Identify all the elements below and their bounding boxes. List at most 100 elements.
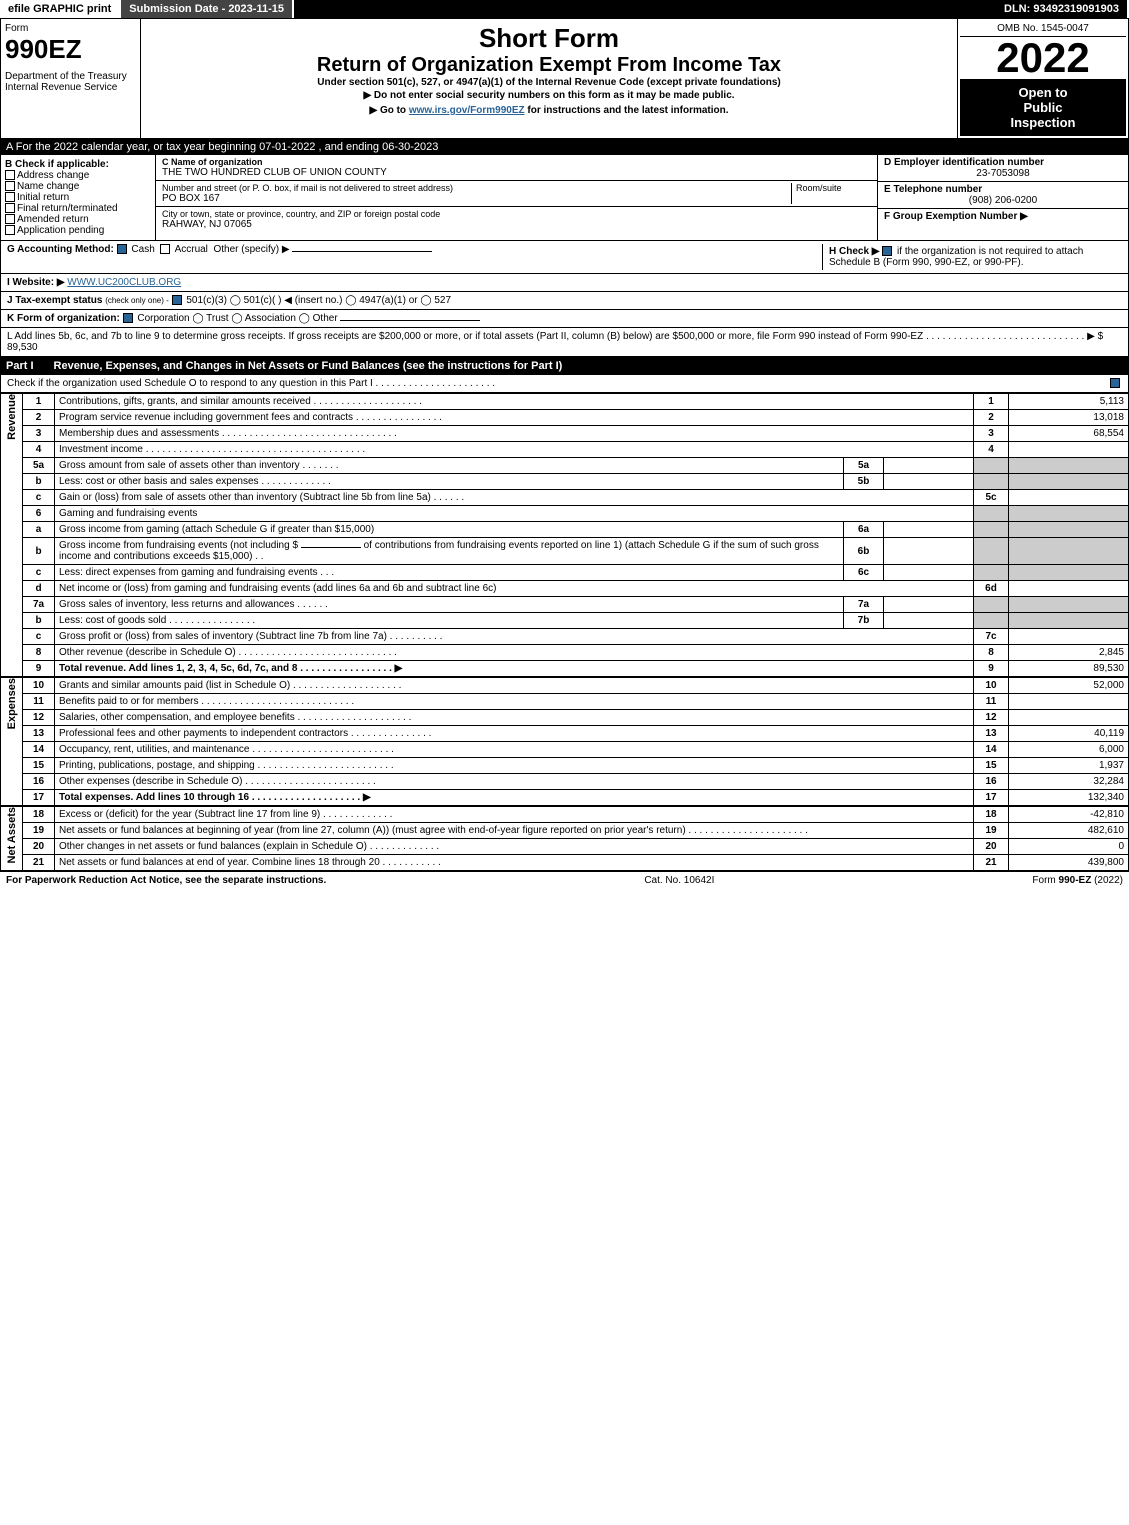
line-7b: bLess: cost of goods sold . . . . . . . … [23, 613, 1129, 629]
column-b: B Check if applicable: Address change Na… [1, 155, 156, 240]
schedule-o-checkbox[interactable] [1110, 378, 1120, 388]
expenses-label: Expenses [0, 677, 22, 806]
line-6a: aGross income from gaming (attach Schedu… [23, 522, 1129, 538]
line-6d: dNet income or (loss) from gaming and fu… [23, 581, 1129, 597]
line-2: 2Program service revenue including gover… [23, 410, 1129, 426]
other-method-input[interactable] [292, 251, 432, 252]
l-text: L Add lines 5b, 6c, and 7b to line 9 to … [7, 331, 1103, 342]
netassets-table: 18Excess or (deficit) for the year (Subt… [22, 806, 1129, 871]
line-9: 9Total revenue. Add lines 1, 2, 3, 4, 5c… [23, 661, 1129, 677]
phone-value: (908) 206-0200 [884, 195, 1122, 206]
part-1-label: Part I [6, 360, 34, 372]
cash-checkbox[interactable] [117, 244, 127, 254]
line-17: 17Total expenses. Add lines 10 through 1… [23, 790, 1129, 806]
line-19: 19Net assets or fund balances at beginni… [23, 823, 1129, 839]
revenue-section: Revenue 1Contributions, gifts, grants, a… [0, 393, 1129, 677]
footer-left: For Paperwork Reduction Act Notice, see … [6, 875, 326, 886]
j-sub: (check only one) - [105, 296, 169, 305]
open-to-public: Open to Public Inspection [960, 79, 1126, 136]
main-info-block: B Check if applicable: Address change Na… [0, 155, 1129, 241]
netassets-label: Net Assets [0, 806, 22, 871]
h-checkbox[interactable] [882, 246, 892, 256]
line-12: 12Salaries, other compensation, and empl… [23, 710, 1129, 726]
footer-mid: Cat. No. 10642I [644, 875, 714, 886]
subtitle: Under section 501(c), 527, or 4947(a)(1)… [145, 77, 953, 88]
check-pending[interactable]: Application pending [5, 225, 151, 236]
group-row: F Group Exemption Number ▶ [878, 209, 1128, 224]
year-block: OMB No. 1545-0047 2022 Open to Public In… [958, 19, 1128, 138]
line-7a: 7aGross sales of inventory, less returns… [23, 597, 1129, 613]
tax-year: 2022 [960, 37, 1126, 79]
line-18: 18Excess or (deficit) for the year (Subt… [23, 807, 1129, 823]
city-label: City or town, state or province, country… [162, 209, 871, 219]
line-11: 11Benefits paid to or for members . . . … [23, 694, 1129, 710]
efile-label[interactable]: efile GRAPHIC print [0, 0, 121, 18]
phone-row: E Telephone number (908) 206-0200 [878, 182, 1128, 209]
footer-right: Form 990-EZ (2022) [1032, 875, 1123, 886]
expenses-table: 10Grants and similar amounts paid (list … [22, 677, 1129, 806]
line-15: 15Printing, publications, postage, and s… [23, 758, 1129, 774]
form-id-block: Form 990EZ Department of the Treasury In… [1, 19, 141, 138]
accrual-checkbox[interactable] [160, 244, 170, 254]
line-21: 21Net assets or fund balances at end of … [23, 855, 1129, 871]
k-opts: Corporation ◯ Trust ◯ Association ◯ Othe… [137, 313, 337, 324]
line-5a: 5aGross amount from sale of assets other… [23, 458, 1129, 474]
check-amended[interactable]: Amended return [5, 214, 151, 225]
org-name-row: C Name of organization THE TWO HUNDRED C… [156, 155, 877, 181]
ein-value: 23-7053098 [884, 168, 1122, 179]
line-8: 8Other revenue (describe in Schedule O) … [23, 645, 1129, 661]
row-i: I Website: ▶ WWW.UC200CLUB.ORG [0, 274, 1129, 292]
line-6c: cLess: direct expenses from gaming and f… [23, 565, 1129, 581]
return-title: Return of Organization Exempt From Incom… [145, 54, 953, 77]
revenue-table: 1Contributions, gifts, grants, and simil… [22, 393, 1129, 677]
line-6: 6Gaming and fundraising events [23, 506, 1129, 522]
expenses-section: Expenses 10Grants and similar amounts pa… [0, 677, 1129, 806]
open-line-2: Public [966, 100, 1120, 115]
ein-row: D Employer identification number 23-7053… [878, 155, 1128, 182]
dept-label: Department of the Treasury [5, 71, 136, 82]
check-address[interactable]: Address change [5, 170, 151, 181]
form-header: Form 990EZ Department of the Treasury In… [0, 18, 1129, 139]
row-l: L Add lines 5b, 6c, and 7b to line 9 to … [0, 328, 1129, 357]
check-initial[interactable]: Initial return [5, 192, 151, 203]
instruction-2: ▶ Go to www.irs.gov/Form990EZ for instru… [145, 103, 953, 118]
section-a: A For the 2022 calendar year, or tax yea… [0, 139, 1129, 155]
501c3-checkbox[interactable] [172, 295, 182, 305]
6b-input[interactable] [301, 547, 361, 548]
line-5b: bLess: cost or other basis and sales exp… [23, 474, 1129, 490]
j-label: J Tax-exempt status [7, 295, 102, 306]
org-city: RAHWAY, NJ 07065 [162, 219, 871, 230]
l-amount: 89,530 [7, 342, 38, 353]
row-g-h: G Accounting Method: Cash Accrual Other … [0, 241, 1129, 274]
top-bar: efile GRAPHIC print Submission Date - 20… [0, 0, 1129, 18]
irs-link[interactable]: www.irs.gov/Form990EZ [409, 105, 525, 116]
netassets-section: Net Assets 18Excess or (deficit) for the… [0, 806, 1129, 871]
column-c: C Name of organization THE TWO HUNDRED C… [156, 155, 878, 240]
check-final[interactable]: Final return/terminated [5, 203, 151, 214]
org-address: PO BOX 167 [162, 193, 791, 204]
k-label: K Form of organization: [7, 313, 120, 324]
short-form-title: Short Form [145, 23, 953, 54]
col-b-title: B Check if applicable: [5, 159, 151, 170]
other-org-input[interactable] [340, 320, 480, 321]
ein-label: D Employer identification number [884, 157, 1122, 168]
website-link[interactable]: WWW.UC200CLUB.ORG [67, 277, 181, 288]
i-label: I Website: ▶ [7, 277, 65, 288]
dln-label: DLN: 93492319091903 [996, 0, 1129, 18]
org-addr-row: Number and street (or P. O. box, if mail… [156, 181, 877, 207]
page-footer: For Paperwork Reduction Act Notice, see … [0, 871, 1129, 889]
form-title-block: Short Form Return of Organization Exempt… [141, 19, 958, 138]
instruction-1: ▶ Do not enter social security numbers o… [145, 88, 953, 103]
instr2-post: for instructions and the latest informat… [525, 105, 729, 116]
org-name: THE TWO HUNDRED CLUB OF UNION COUNTY [162, 167, 871, 178]
group-label: F Group Exemption Number ▶ [884, 211, 1028, 222]
g-label: G Accounting Method: [7, 244, 114, 255]
line-4: 4Investment income . . . . . . . . . . .… [23, 442, 1129, 458]
revenue-label: Revenue [0, 393, 22, 677]
line-13: 13Professional fees and other payments t… [23, 726, 1129, 742]
corp-checkbox[interactable] [123, 313, 133, 323]
line-6b: bGross income from fundraising events (n… [23, 538, 1129, 565]
org-name-label: C Name of organization [162, 157, 871, 167]
line-5c: cGain or (loss) from sale of assets othe… [23, 490, 1129, 506]
check-name[interactable]: Name change [5, 181, 151, 192]
